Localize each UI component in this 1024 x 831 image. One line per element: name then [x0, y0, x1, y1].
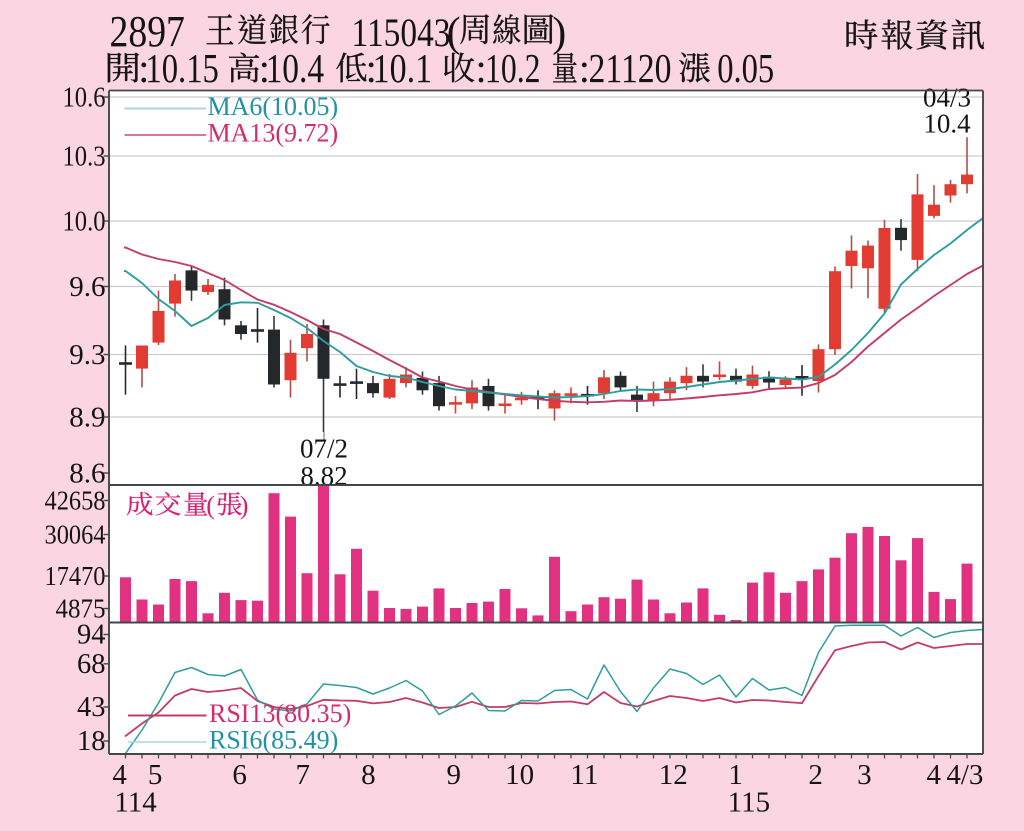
svg-text:10.4: 10.4	[266, 45, 325, 91]
svg-text::: :	[138, 45, 149, 91]
svg-text:68: 68	[77, 649, 106, 680]
svg-text:115: 115	[728, 787, 770, 819]
svg-text:8.9: 8.9	[69, 401, 105, 433]
svg-text:10: 10	[505, 759, 534, 791]
svg-text:7: 7	[295, 759, 310, 791]
svg-text:): )	[240, 491, 249, 520]
svg-text:3: 3	[857, 759, 872, 791]
svg-text:18: 18	[77, 726, 106, 757]
svg-text:114: 114	[114, 787, 157, 819]
svg-text::: :	[475, 45, 486, 91]
svg-text:4875: 4875	[56, 593, 106, 624]
svg-text:RSI13(80.35): RSI13(80.35)	[209, 699, 351, 728]
svg-text:17470: 17470	[45, 560, 106, 591]
svg-text:11: 11	[570, 759, 598, 791]
svg-text:43: 43	[77, 692, 106, 723]
svg-text:9.3: 9.3	[69, 339, 105, 371]
svg-text:94: 94	[77, 620, 106, 651]
svg-text:9: 9	[447, 759, 462, 791]
svg-text:42658: 42658	[45, 485, 106, 516]
svg-text::: :	[259, 45, 270, 91]
svg-text:5: 5	[148, 759, 163, 791]
svg-text:4: 4	[112, 759, 127, 791]
svg-text:1: 1	[728, 759, 743, 791]
svg-text:): )	[552, 10, 566, 56]
svg-text:10.6: 10.6	[63, 81, 106, 113]
svg-text:10.15: 10.15	[145, 45, 219, 91]
svg-text:2897: 2897	[110, 7, 185, 56]
svg-text:4: 4	[927, 759, 942, 791]
svg-text:RSI6(85.49): RSI6(85.49)	[209, 726, 338, 755]
svg-text:9.6: 9.6	[69, 271, 105, 303]
svg-text:6: 6	[232, 759, 247, 791]
svg-text:4/3: 4/3	[946, 759, 983, 791]
svg-text:10.3: 10.3	[63, 140, 106, 172]
svg-text:115043: 115043	[352, 10, 451, 55]
svg-text:10.4: 10.4	[923, 109, 971, 139]
svg-text:MA6(10.05): MA6(10.05)	[208, 92, 339, 121]
svg-text:(: (	[206, 491, 215, 520]
svg-text::: :	[579, 45, 590, 91]
svg-text:2: 2	[808, 759, 823, 791]
svg-text:07/2: 07/2	[300, 434, 348, 464]
svg-text:MA13(9.72): MA13(9.72)	[208, 119, 339, 148]
svg-text:30064: 30064	[45, 519, 106, 550]
svg-text::: :	[366, 45, 377, 91]
svg-text:10.1: 10.1	[373, 45, 433, 91]
svg-text:04/3: 04/3	[923, 83, 971, 113]
svg-text:10.2: 10.2	[485, 45, 541, 91]
svg-text:21120: 21120	[589, 45, 672, 91]
svg-text:(: (	[447, 10, 461, 56]
svg-text:12: 12	[659, 759, 688, 791]
svg-text:8: 8	[361, 759, 376, 791]
svg-text:8.6: 8.6	[69, 457, 105, 489]
svg-text:10.0: 10.0	[63, 205, 106, 237]
svg-text:0.05: 0.05	[717, 45, 774, 91]
